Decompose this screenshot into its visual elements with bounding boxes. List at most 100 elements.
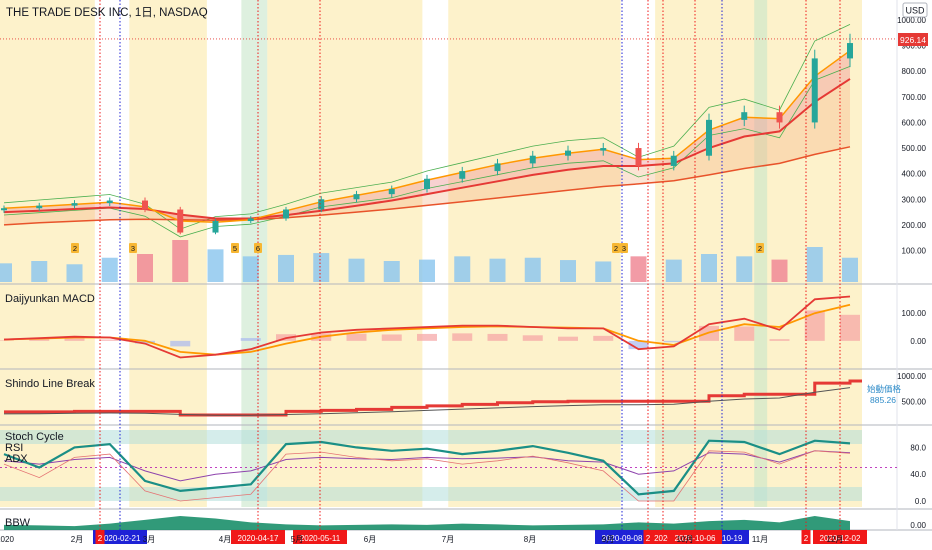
price-tick-label: 700.00 (902, 93, 927, 102)
macd-histogram-bar (769, 339, 790, 341)
green-band (754, 0, 768, 507)
volume-bar (665, 259, 682, 282)
red-event-label: 2020-05-11 (300, 534, 341, 543)
line-break-tick-label: 500.00 (902, 397, 927, 406)
macd-histogram-bar (381, 334, 402, 341)
volume-bar (560, 260, 576, 282)
volume-bar (101, 257, 118, 282)
axes: 1000.00 900.00 800.00 700.00 600.00 500.00 400… (0, 16, 927, 544)
blue-event-label: 2020-02-21 (100, 534, 141, 543)
volume-bar (348, 258, 365, 282)
volume-bar (313, 253, 330, 282)
bbw-area (4, 516, 850, 530)
red-event-label: 2020 (654, 534, 672, 543)
regime-band (448, 0, 621, 507)
candle-body (706, 119, 712, 156)
volume-bar (242, 256, 259, 282)
signal-badge-label: 3 (622, 244, 626, 253)
x-tick-label: 5月 (291, 535, 303, 544)
background-layer (0, 0, 862, 507)
red-event-tag (95, 530, 105, 544)
volume-bar (842, 257, 858, 282)
stoch-tick-label: 80.0 (910, 443, 926, 452)
line-break-steps (4, 379, 862, 417)
line-break-label: 始動価格 (867, 384, 902, 394)
macd-histogram-bar (170, 340, 191, 347)
line-break-value: 885.26 (870, 395, 896, 405)
red-event-tag (231, 530, 285, 544)
currency-label: USD (905, 6, 925, 16)
candle-body (353, 194, 360, 200)
volume-bar (806, 247, 823, 282)
stoch-tick-label: 0.0 (915, 497, 927, 506)
candle-body (142, 200, 148, 210)
price-tick-label: 600.00 (902, 118, 927, 127)
candle-body (247, 218, 254, 222)
macd-histogram-bar (135, 340, 155, 344)
bbw-title: BBW (5, 517, 31, 529)
ma-band-fill (4, 78, 850, 225)
bbw-tick-label: 0.00 (910, 521, 926, 530)
volume-bar (31, 261, 48, 282)
macd-histogram-bar (487, 333, 508, 341)
price-tick-label: 1000.00 (897, 16, 926, 25)
macd-histogram-bar (0, 340, 14, 341)
macd-histogram-bar (663, 340, 684, 343)
adx-line (3, 450, 851, 502)
stoch-oversold-zone (0, 487, 862, 501)
line-break-title: Shindo Line Break (5, 378, 95, 390)
x-tick-label: 6月 (364, 535, 376, 544)
macd-line (3, 295, 851, 359)
macd-histogram-bar (452, 333, 473, 341)
stoch-title: Stoch Cycle (5, 431, 64, 443)
candle-body (494, 163, 501, 172)
volume-bar (137, 254, 153, 282)
volume-bar (383, 261, 400, 282)
volume-bar (736, 256, 753, 282)
candle-body (529, 155, 536, 164)
candle-body (71, 203, 78, 206)
volume-bar (172, 240, 189, 282)
series-layer (0, 24, 862, 530)
blue-event-tag (595, 530, 649, 544)
macd-histogram-bar (840, 314, 860, 341)
red-event-label: 2 (98, 534, 103, 543)
signal-badge (129, 243, 137, 253)
volume-bar (454, 256, 471, 282)
macd-histogram-bar (240, 338, 261, 341)
ma-200-line (3, 146, 851, 226)
candle-body (318, 199, 325, 210)
candle-body (741, 112, 748, 120)
macd-histogram-bar (29, 339, 50, 341)
volume-bar (701, 254, 717, 282)
x-tick-label: 2月 (71, 535, 83, 544)
macd-tick-label: 100.00 (902, 309, 927, 318)
rsi-title: RSI (5, 442, 23, 454)
macd-histogram-bar (628, 340, 649, 350)
candle-body (776, 112, 783, 123)
signal-badge-label: 5 (233, 244, 237, 253)
price-tick-label: 500.00 (902, 144, 927, 153)
red-event-label: 2 (646, 534, 651, 543)
red-event-label: 2020-10-06 (675, 534, 716, 543)
last-price-tag (898, 33, 928, 46)
stoch-overbought-zone (0, 430, 862, 444)
stoch-tick-label: 40.0 (910, 470, 926, 479)
adx-title: ADX (5, 453, 28, 465)
macd-histogram-bar (558, 336, 578, 341)
red-event-label: 2020-04-17 (238, 534, 279, 543)
macd-histogram-bar (804, 310, 825, 341)
price-tick-label: 400.00 (902, 170, 927, 179)
blue-event-tag (93, 530, 147, 544)
volume-bar (630, 256, 647, 282)
candle-body (388, 189, 395, 195)
macd-title: Daijyunkan MACD (5, 293, 95, 305)
regime-band (0, 0, 95, 507)
signal-badge (756, 243, 764, 253)
red-event-label: 2 (804, 534, 809, 543)
price-tick-label: 300.00 (902, 195, 927, 204)
price-tick-label: 900.00 (902, 42, 927, 51)
candle-body (847, 43, 853, 59)
currency-box[interactable] (902, 2, 928, 18)
